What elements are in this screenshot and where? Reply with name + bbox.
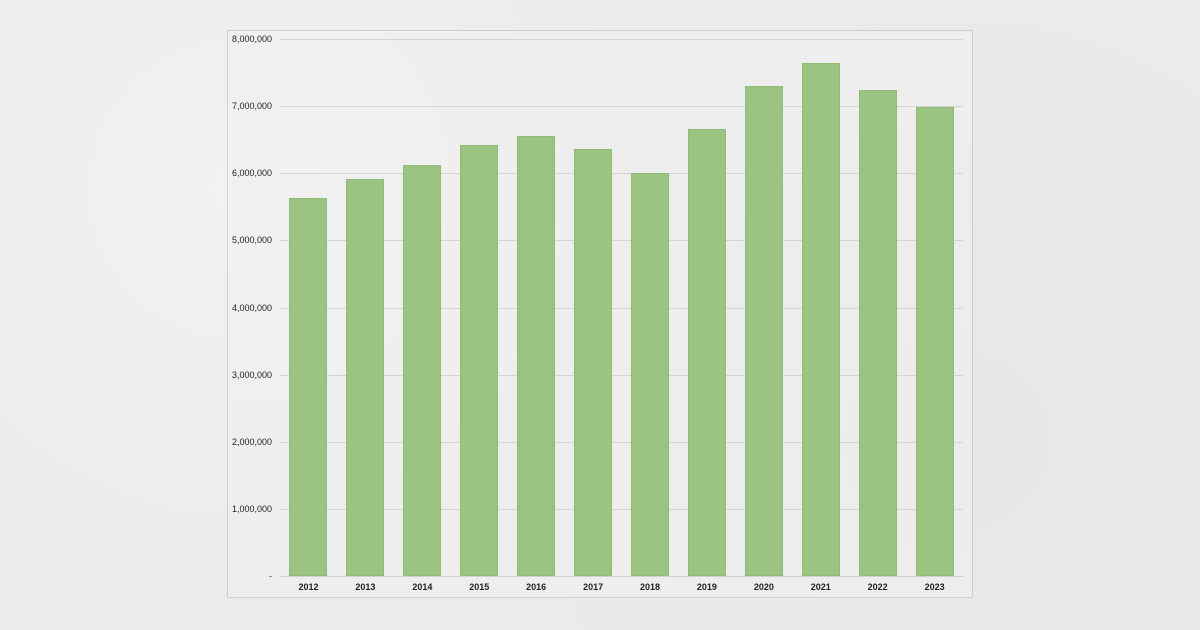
x-tick-label: 2018 xyxy=(639,582,661,592)
x-axis-line xyxy=(280,576,963,577)
x-tick-label: 2015 xyxy=(469,582,490,592)
bar-2022 xyxy=(858,90,897,576)
gridline xyxy=(280,106,963,108)
gridline xyxy=(280,508,963,510)
bar-2017 xyxy=(574,149,613,576)
x-tick-label: 2022 xyxy=(867,582,888,592)
y-tick-label: - xyxy=(269,571,272,581)
y-tick-label: 5,000,000 xyxy=(231,235,272,246)
bar-2020 xyxy=(744,86,783,576)
y-tick-label: 1,000,000 xyxy=(231,503,272,514)
bar-2012 xyxy=(289,198,328,576)
bar-2018 xyxy=(630,173,669,576)
bar-2014 xyxy=(403,164,442,576)
bar-2021 xyxy=(801,62,840,576)
x-tick-label: 2020 xyxy=(753,582,774,592)
x-tick-label: 2017 xyxy=(583,582,604,592)
bar-2016 xyxy=(517,135,556,576)
x-tick-label: 2012 xyxy=(298,582,319,592)
gridline xyxy=(280,173,963,175)
x-tick-label: 2021 xyxy=(810,582,831,592)
x-tick-label: 2019 xyxy=(696,582,717,592)
bar-2015 xyxy=(460,145,499,576)
plot-area xyxy=(280,39,963,577)
y-tick-label: 8,000,000 xyxy=(231,34,272,44)
y-tick-label: 7,000,000 xyxy=(231,101,272,112)
y-tick-label: 3,000,000 xyxy=(231,369,272,380)
bar-2019 xyxy=(687,128,726,576)
gridline xyxy=(280,39,963,40)
bar-2013 xyxy=(346,179,385,576)
x-tick-label: 2023 xyxy=(924,582,945,592)
gridline xyxy=(280,240,963,242)
x-tick-label: 2016 xyxy=(526,582,547,592)
y-tick-label: 4,000,000 xyxy=(231,302,272,313)
bar-2023 xyxy=(915,107,954,576)
gridline xyxy=(280,441,963,443)
x-tick-label: 2014 xyxy=(412,582,433,592)
gridline xyxy=(280,374,963,376)
y-tick-label: 6,000,000 xyxy=(231,168,272,179)
gridline xyxy=(280,307,963,309)
y-tick-label: 2,000,000 xyxy=(231,436,272,447)
x-tick-label: 2013 xyxy=(355,582,376,592)
